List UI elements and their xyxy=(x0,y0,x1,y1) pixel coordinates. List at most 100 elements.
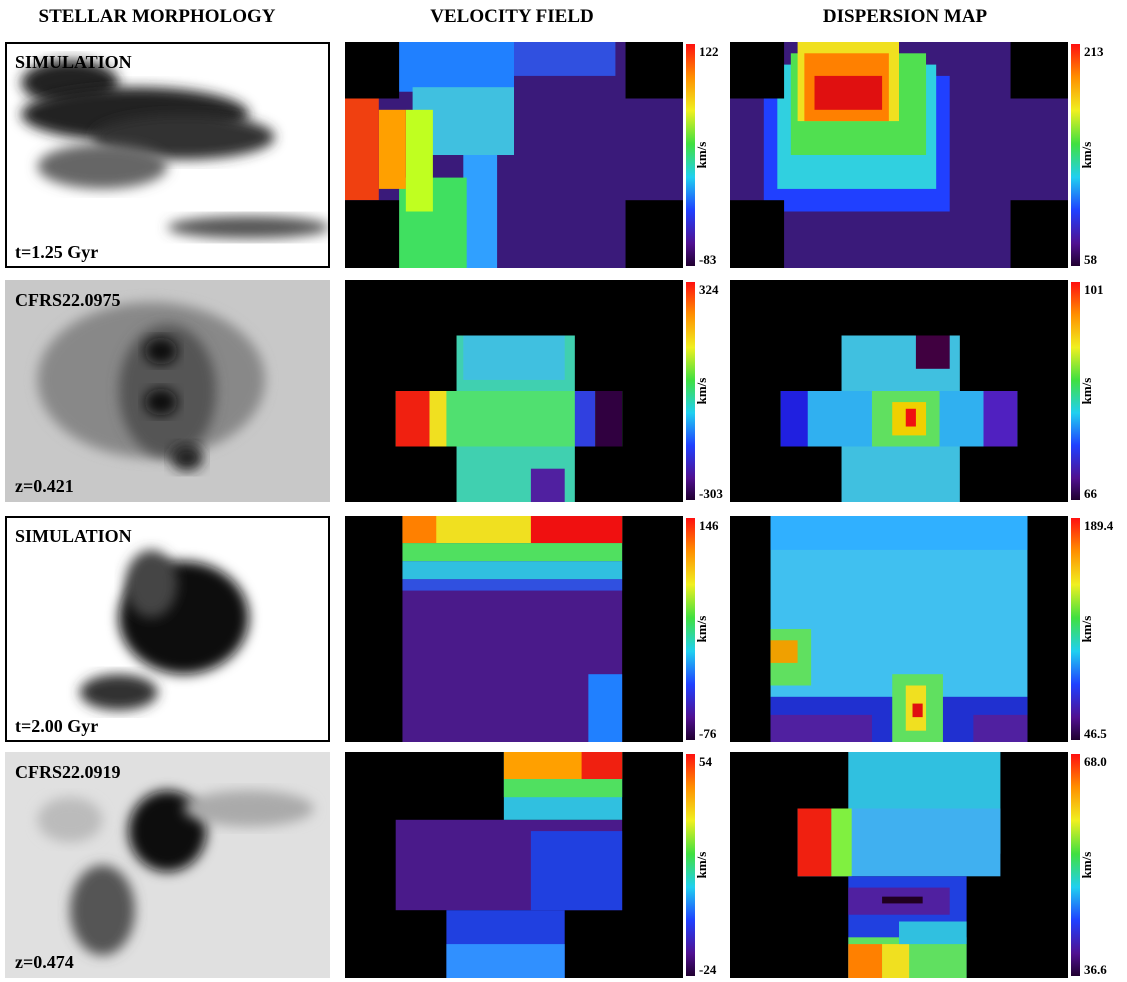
colorbar-unit: km/s xyxy=(694,852,709,879)
map-panel xyxy=(345,752,683,978)
panel-border xyxy=(5,42,330,268)
map-cell xyxy=(402,516,437,544)
map-cell xyxy=(402,543,623,562)
map-cell xyxy=(848,944,883,978)
colorbar-max: 213 xyxy=(1084,44,1104,59)
morphology-blob xyxy=(167,216,330,239)
morphology-blob xyxy=(70,865,135,956)
morphology-blob xyxy=(144,337,178,365)
morphology-blob xyxy=(144,388,178,416)
morphology-blob xyxy=(37,797,103,843)
map-cell xyxy=(503,779,623,798)
column-header: STELLAR MORPHOLOGY xyxy=(39,6,276,27)
colorbar-min: -83 xyxy=(699,252,717,267)
colorbar xyxy=(686,754,695,976)
colorbar-unit: km/s xyxy=(694,616,709,643)
colorbar xyxy=(686,44,695,266)
map-cell xyxy=(429,391,447,447)
map-panel xyxy=(730,280,1068,502)
column-header: VELOCITY FIELD xyxy=(430,6,593,27)
map-cell xyxy=(378,109,406,189)
colorbar-max: 68.0 xyxy=(1084,754,1107,769)
colorbar-max: 324 xyxy=(699,282,719,297)
map-cell xyxy=(530,516,623,544)
colorbar xyxy=(686,518,695,740)
panel-border xyxy=(5,516,330,742)
map-panel xyxy=(730,752,1068,978)
map-cell xyxy=(345,200,400,268)
map-cell xyxy=(581,752,623,780)
colorbar-min: 58 xyxy=(1084,252,1098,267)
map-cell xyxy=(402,561,623,580)
colorbar-unit: km/s xyxy=(694,378,709,405)
map-cell xyxy=(463,155,498,268)
map-cell xyxy=(588,674,623,742)
map-cell xyxy=(814,75,883,110)
morphology-panel xyxy=(5,42,330,268)
map-cell xyxy=(463,335,565,380)
panel-note: z=0.421 xyxy=(15,476,74,496)
panel-note: z=0.474 xyxy=(15,952,74,972)
map-cell xyxy=(882,896,923,904)
morphology-blob xyxy=(183,790,314,827)
colorbar-unit: km/s xyxy=(1079,142,1094,169)
colorbar-min: 66 xyxy=(1084,486,1098,501)
map-cell xyxy=(780,391,808,447)
colorbar-min: 46.5 xyxy=(1084,726,1107,741)
map-cell xyxy=(730,42,785,99)
map-cell xyxy=(514,42,616,76)
map-cell xyxy=(770,640,798,663)
map-cell xyxy=(399,42,514,92)
colorbar-min: -24 xyxy=(699,962,717,977)
map-cell xyxy=(973,714,1028,742)
colorbar-min: -303 xyxy=(699,486,723,501)
map-cell xyxy=(1010,42,1068,99)
map-cell xyxy=(405,109,433,212)
map-cell xyxy=(530,468,565,502)
map-cell xyxy=(625,42,683,99)
morphology-panel xyxy=(5,752,330,978)
morphology-blob xyxy=(37,143,168,189)
map-cell xyxy=(905,408,916,427)
map-panel xyxy=(730,516,1068,742)
colorbar-min: -76 xyxy=(699,726,717,741)
panel-label: CFRS22.0975 xyxy=(15,290,121,310)
colorbar-unit: km/s xyxy=(1079,616,1094,643)
map-cell xyxy=(1010,200,1068,268)
map-panel xyxy=(345,42,683,268)
map-cell xyxy=(912,703,923,718)
map-cell xyxy=(915,335,950,369)
map-cell xyxy=(395,391,430,447)
map-cell xyxy=(797,808,832,877)
morphology-blob xyxy=(79,674,158,711)
map-cell xyxy=(574,391,596,447)
colorbar xyxy=(1071,282,1080,500)
colorbar-max: 146 xyxy=(699,518,719,533)
panel-note: t=1.25 Gyr xyxy=(15,242,98,262)
colorbar-unit: km/s xyxy=(1079,378,1094,405)
map-cell xyxy=(899,921,967,945)
colorbar-unit: km/s xyxy=(1079,852,1094,879)
map-cell xyxy=(625,200,683,268)
colorbar xyxy=(686,282,695,500)
map-cell xyxy=(446,944,565,978)
map-cell xyxy=(595,391,623,447)
colorbar xyxy=(1071,44,1080,266)
panel-label: SIMULATION xyxy=(15,52,132,72)
morphology-blob xyxy=(170,444,204,471)
morphology-blob xyxy=(125,549,178,618)
colorbar xyxy=(1071,518,1080,740)
colorbar-max: 101 xyxy=(1084,282,1104,297)
map-cell xyxy=(345,42,400,99)
colorbar-min: 36.6 xyxy=(1084,962,1107,977)
panel-label: CFRS22.0919 xyxy=(15,762,121,782)
map-cell xyxy=(770,714,872,742)
panel-label: SIMULATION xyxy=(15,526,132,546)
morphology-panel xyxy=(5,516,330,742)
colorbar-max: 54 xyxy=(699,754,713,769)
map-cell xyxy=(345,98,379,201)
map-cell xyxy=(831,808,852,877)
colorbar xyxy=(1071,754,1080,976)
map-panel xyxy=(730,42,1068,268)
